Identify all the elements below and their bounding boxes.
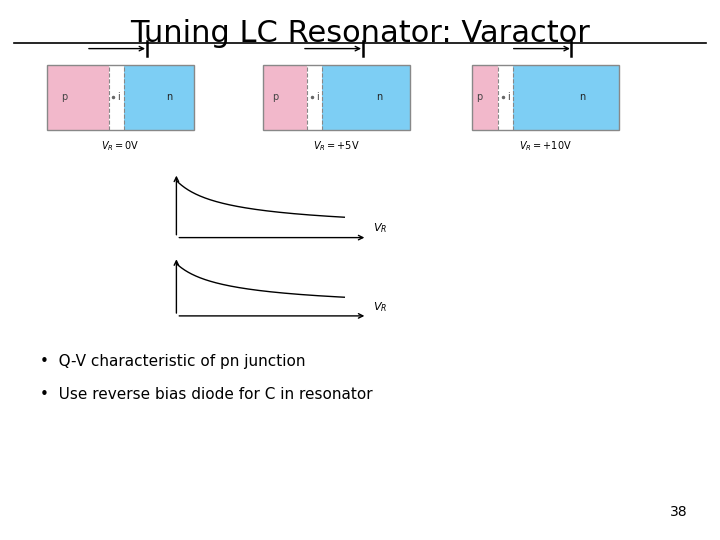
Bar xyxy=(47,65,194,130)
Text: p: p xyxy=(61,92,67,102)
Text: p: p xyxy=(272,92,279,102)
Text: $V_R = $+10V: $V_R = $+10V xyxy=(519,139,572,153)
Text: p: p xyxy=(476,92,482,102)
Text: n: n xyxy=(579,92,585,102)
Text: $V_R = $+5V: $V_R = $+5V xyxy=(313,139,360,153)
Bar xyxy=(322,65,410,130)
Bar xyxy=(124,65,194,130)
Bar xyxy=(472,65,619,130)
Text: n: n xyxy=(166,92,173,102)
Text: $V_R = $0V: $V_R = $0V xyxy=(102,139,140,153)
Bar xyxy=(307,65,322,130)
Bar xyxy=(263,65,410,130)
Bar xyxy=(263,65,307,130)
Text: Tuning LC Resonator: Varactor: Tuning LC Resonator: Varactor xyxy=(130,19,590,48)
Bar xyxy=(109,65,124,130)
Text: i: i xyxy=(507,92,510,102)
Bar xyxy=(47,65,109,130)
Bar xyxy=(472,65,498,130)
Text: n: n xyxy=(377,92,382,102)
Text: •  Q-V characteristic of pn junction: • Q-V characteristic of pn junction xyxy=(40,354,305,369)
Text: i: i xyxy=(117,92,120,102)
Text: •  Use reverse bias diode for C in resonator: • Use reverse bias diode for C in resona… xyxy=(40,387,372,402)
Text: $V_R$: $V_R$ xyxy=(373,221,387,235)
Bar xyxy=(498,65,513,130)
Text: $V_R$: $V_R$ xyxy=(373,300,387,314)
Text: i: i xyxy=(316,92,318,102)
Text: 38: 38 xyxy=(670,505,688,519)
Bar xyxy=(513,65,619,130)
